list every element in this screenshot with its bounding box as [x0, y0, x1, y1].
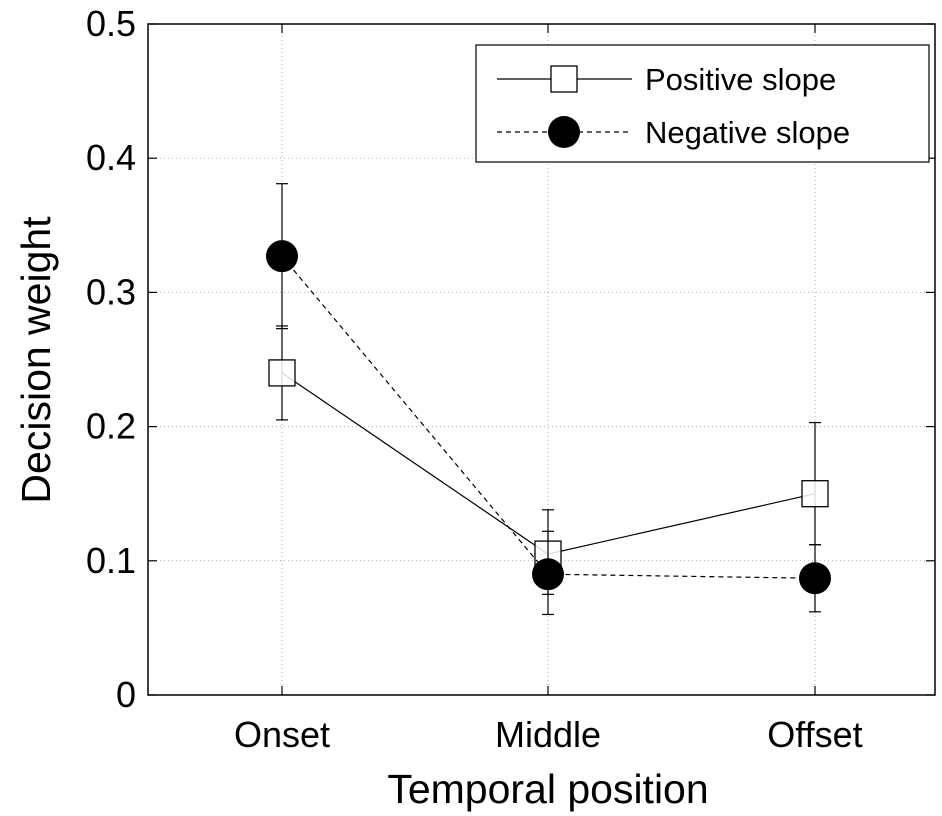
legend: Positive slope Negative slope — [475, 44, 930, 163]
y-tick-label: 0 — [116, 674, 136, 715]
x-tick-label: Offset — [767, 714, 862, 755]
axis-ticks: 0 0.1 0.2 0.3 0.4 0.5 Onset Middle Offset — [86, 3, 935, 755]
y-tick-label: 0.2 — [86, 406, 136, 447]
y-axis-title: Decision weight — [13, 216, 59, 504]
x-axis-title: Temporal position — [387, 766, 708, 812]
x-tick-label: Middle — [495, 714, 601, 755]
legend-label-negative: Negative slope — [645, 115, 850, 150]
y-tick-label: 0.4 — [86, 137, 136, 178]
y-tick-label: 0.5 — [86, 3, 136, 44]
series-negative-slope — [266, 183, 831, 616]
x-tick-label: Onset — [234, 714, 330, 755]
data-point-square — [801, 480, 829, 508]
legend-label-positive: Positive slope — [645, 62, 836, 97]
data-point-circle — [532, 558, 564, 591]
legend-marker-positive — [550, 65, 578, 93]
data-point-circle — [266, 240, 298, 273]
legend-marker-negative — [548, 116, 580, 148]
data-point-square — [268, 359, 296, 387]
plot-frame — [147, 23, 936, 696]
data-point-circle — [799, 562, 831, 595]
y-tick-label: 0.1 — [86, 540, 136, 581]
legend-box — [475, 44, 930, 163]
data-series — [266, 183, 831, 616]
y-tick-label: 0.3 — [86, 271, 136, 312]
